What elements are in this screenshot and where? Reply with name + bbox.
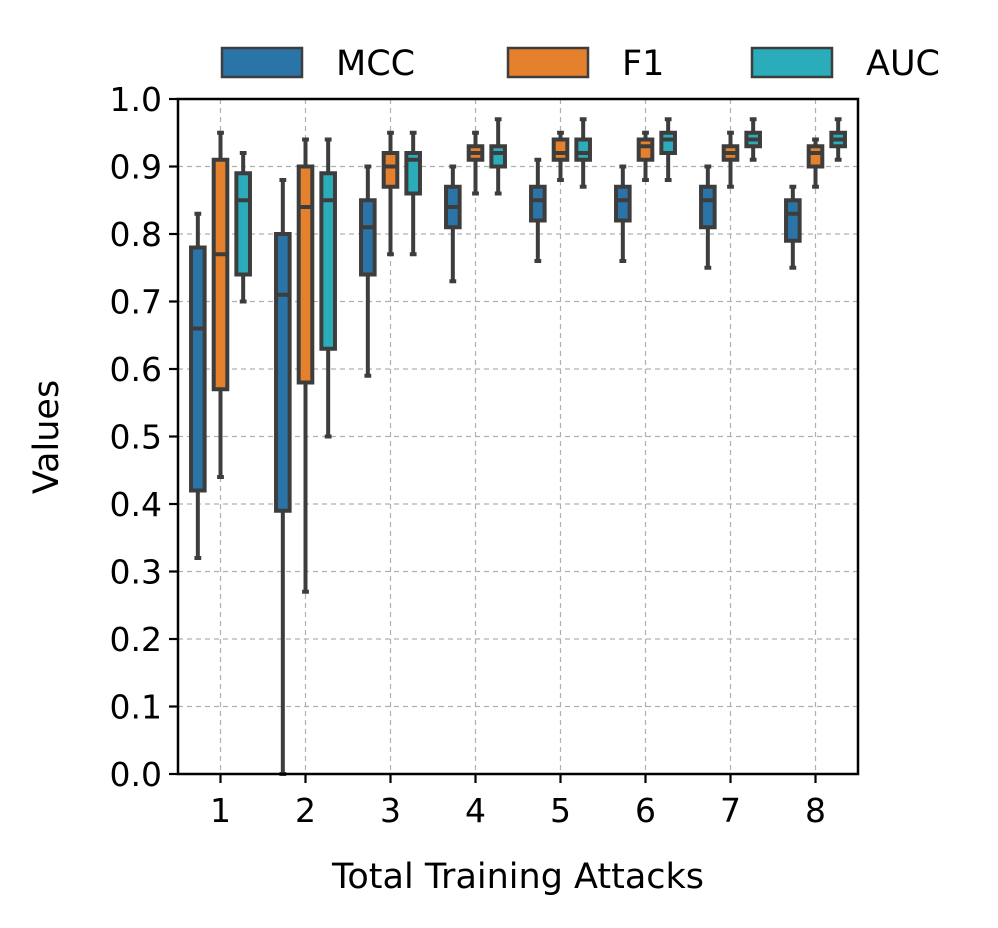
box-iqr	[381, 151, 400, 189]
box-iqr	[574, 137, 592, 162]
box-iqr	[489, 144, 507, 169]
x-tick-label: 8	[805, 791, 826, 830]
x-tick-label: 6	[635, 791, 656, 830]
legend-label: MCC	[336, 44, 415, 84]
box-iqr	[529, 184, 547, 223]
legend-swatch	[220, 46, 304, 79]
y-tick-label: 0.0	[110, 755, 162, 794]
legend: MCC F1 AUC	[220, 44, 940, 84]
box-mcc-3	[359, 164, 377, 378]
y-tick-label: 0.1	[110, 688, 162, 727]
box-f1-6	[636, 130, 655, 182]
legend-item-mcc: MCC	[220, 44, 415, 84]
legend-label: F1	[622, 44, 664, 84]
box-mcc-5	[529, 157, 547, 263]
box-auc-2	[319, 137, 337, 439]
box-mcc-4	[444, 164, 462, 284]
x-tick-label: 5	[550, 791, 571, 830]
box-iqr	[806, 144, 825, 169]
y-tick-label: 0.4	[110, 485, 162, 524]
x-axis-title: Total Training Attacks	[331, 857, 704, 897]
box-auc-1	[234, 151, 252, 304]
box-auc-5	[574, 117, 592, 189]
box-iqr	[234, 171, 252, 277]
box-iqr	[784, 198, 802, 243]
y-tick-label: 0.9	[110, 148, 162, 187]
box-iqr	[296, 164, 315, 385]
box-auc-6	[659, 117, 677, 182]
series-mcc	[189, 157, 802, 776]
box-iqr	[551, 137, 570, 162]
x-tick-label: 4	[465, 791, 486, 830]
legend-label: AUC	[866, 44, 940, 84]
y-axis-title: Values	[27, 380, 67, 494]
box-iqr	[319, 171, 337, 351]
legend-swatch	[750, 46, 834, 79]
box-iqr	[636, 137, 655, 162]
box-auc-8	[829, 117, 847, 162]
box-iqr	[211, 157, 230, 392]
legend-swatch	[506, 46, 590, 79]
box-iqr	[359, 198, 377, 277]
series-f1	[211, 130, 825, 594]
y-tick-label: 0.2	[110, 620, 162, 659]
box-mcc-6	[614, 164, 632, 263]
y-tick-label: 0.6	[110, 350, 162, 389]
x-axis: 1 2 3 4 5 6 7 8	[210, 774, 826, 830]
x-tick-label: 1	[210, 791, 231, 830]
x-tick-label: 2	[295, 791, 316, 830]
x-tick-label: 3	[380, 791, 401, 830]
box-auc-3	[404, 130, 422, 257]
box-iqr	[404, 151, 422, 196]
y-tick-label: 0.7	[110, 283, 162, 322]
y-tick-label: 0.5	[110, 418, 162, 457]
box-f1-1	[211, 130, 230, 479]
box-auc-4	[489, 117, 507, 196]
box-auc-7	[744, 117, 762, 162]
box-series	[189, 117, 847, 776]
y-tick-label: 1.0	[110, 80, 162, 119]
box-mcc-2	[274, 178, 292, 776]
series-auc	[234, 117, 847, 439]
box-f1-7	[721, 130, 740, 189]
box-iqr	[659, 130, 677, 155]
box-mcc-8	[784, 184, 802, 270]
legend-item-f1: F1	[506, 44, 664, 84]
y-tick-label: 0.3	[110, 553, 162, 592]
box-iqr	[614, 184, 632, 223]
box-iqr	[189, 245, 207, 493]
box-f1-5	[551, 130, 570, 182]
box-iqr	[699, 184, 717, 230]
box-f1-3	[381, 130, 400, 257]
box-mcc-7	[699, 164, 717, 270]
box-mcc-1	[189, 211, 207, 560]
box-f1-4	[466, 130, 485, 196]
x-tick-label: 7	[720, 791, 741, 830]
box-iqr	[274, 232, 292, 513]
box-f1-8	[806, 137, 825, 189]
legend-item-auc: AUC	[750, 44, 940, 84]
y-tick-label: 0.8	[110, 215, 162, 254]
box-f1-2	[296, 137, 315, 594]
y-axis: 0.0 0.1 0.2 0.3 0.4 0.5 0.6 0.7 0.8 0.9 1.0	[110, 80, 178, 794]
